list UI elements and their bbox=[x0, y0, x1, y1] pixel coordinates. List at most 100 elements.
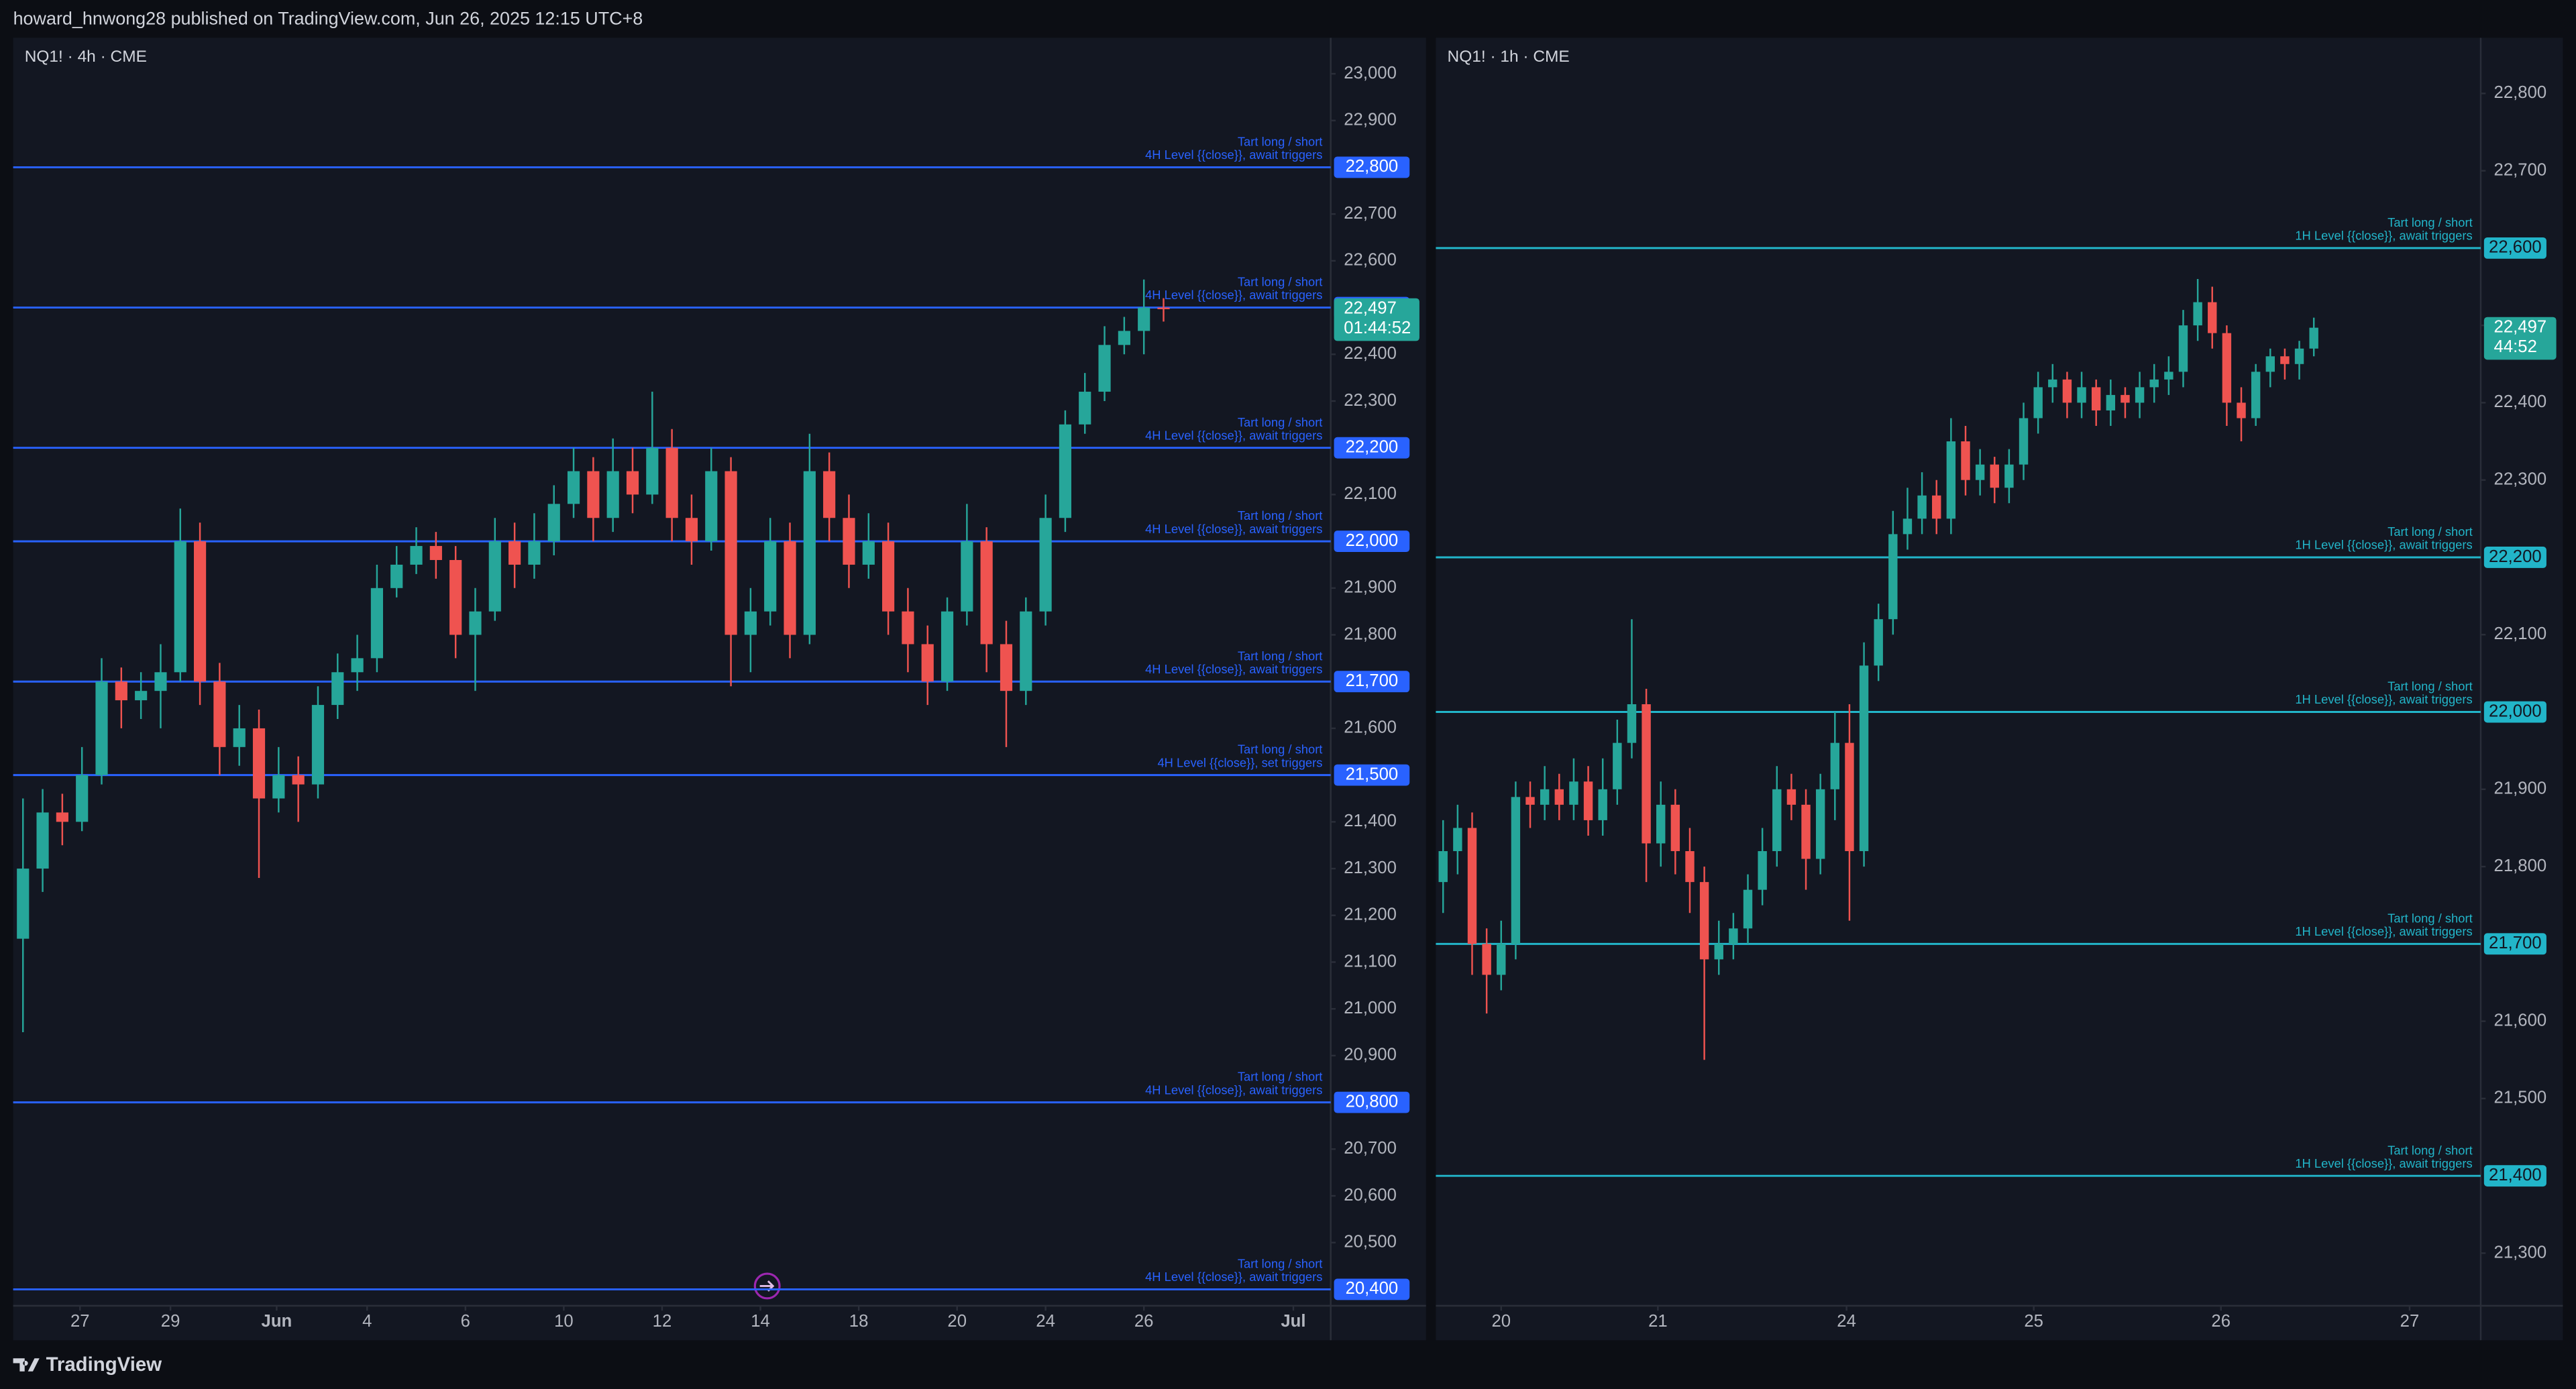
level-badge-label: 22,000 bbox=[1346, 531, 1399, 550]
level-note: 4H Level {{close}}, set triggers bbox=[1157, 755, 1322, 769]
y-tick-label: 21,500 bbox=[2494, 1089, 2547, 1107]
candle-body bbox=[547, 504, 560, 542]
candle-body bbox=[1859, 665, 1869, 852]
candle-body bbox=[1743, 889, 1753, 929]
level-badge-label: 21,700 bbox=[2489, 934, 2542, 952]
candle-body bbox=[1961, 441, 1970, 480]
x-tick-label: 27 bbox=[70, 1312, 90, 1331]
candle-body bbox=[1670, 804, 1680, 852]
candle-body bbox=[488, 541, 501, 612]
candle-body bbox=[2077, 387, 2086, 403]
candle-body bbox=[17, 869, 30, 939]
candle-body bbox=[2178, 325, 2188, 372]
candle-body bbox=[36, 812, 49, 869]
level-note: 4H Level {{close}}, await triggers bbox=[1145, 148, 1322, 162]
candle-body bbox=[1786, 789, 1796, 805]
y-tick-label: 22,300 bbox=[2494, 469, 2547, 488]
y-tick-label: 22,400 bbox=[2494, 392, 2547, 411]
candle-body bbox=[803, 471, 816, 635]
x-tick-label: Jul bbox=[1281, 1312, 1305, 1331]
candle-body bbox=[1511, 797, 1521, 944]
y-tick-label: 21,800 bbox=[2494, 856, 2547, 875]
level-badge bbox=[2483, 547, 2546, 568]
candle-body bbox=[1157, 307, 1170, 309]
level-note: Tart long / short bbox=[1238, 1070, 1323, 1084]
candle-body bbox=[961, 541, 973, 612]
candle-body bbox=[843, 518, 855, 565]
candle-body bbox=[2019, 418, 2029, 465]
candle-body bbox=[1815, 789, 1825, 859]
level-badge-label: 21,700 bbox=[1346, 671, 1399, 690]
last-price-badge bbox=[2483, 317, 2557, 360]
candle-body bbox=[2237, 402, 2246, 419]
level-badge-label: 22,600 bbox=[2489, 238, 2542, 257]
x-tick-label: 6 bbox=[461, 1312, 470, 1331]
candle-body bbox=[390, 564, 403, 588]
candle-body bbox=[1845, 742, 1854, 852]
level-badge-label: 20,800 bbox=[1346, 1092, 1399, 1111]
candle-body bbox=[823, 471, 836, 518]
candle-body bbox=[1932, 495, 1941, 519]
candle-body bbox=[1874, 619, 1883, 666]
level-badge bbox=[1334, 531, 1410, 553]
candle-body bbox=[272, 775, 285, 799]
y-tick-label: 22,700 bbox=[2494, 160, 2547, 179]
candle-body bbox=[2091, 387, 2101, 410]
level-note: 4H Level {{close}}, await triggers bbox=[1145, 1270, 1322, 1284]
candle-body bbox=[1554, 789, 1564, 805]
candle-body bbox=[233, 728, 246, 747]
candle-body bbox=[2149, 379, 2159, 388]
y-tick-label: 21,400 bbox=[1344, 812, 1397, 830]
y-tick-label: 21,300 bbox=[1344, 858, 1397, 877]
x-tick-label: 29 bbox=[161, 1312, 180, 1331]
y-tick-label: 20,600 bbox=[1344, 1186, 1397, 1205]
level-badge-label: 21,400 bbox=[2489, 1166, 2542, 1184]
candle-body bbox=[1598, 789, 1607, 820]
candle-body bbox=[1888, 534, 1898, 620]
y-tick-label: 20,500 bbox=[1344, 1233, 1397, 1252]
countdown: 01:44:52 bbox=[1344, 319, 1411, 337]
candle-body bbox=[193, 541, 207, 682]
candle-body bbox=[724, 471, 737, 635]
candle-body bbox=[685, 518, 698, 542]
x-tick-label: 4 bbox=[362, 1312, 372, 1331]
level-badge bbox=[1334, 437, 1410, 459]
candle-body bbox=[1020, 611, 1032, 691]
level-badge bbox=[2483, 701, 2546, 723]
candle-body bbox=[115, 681, 127, 701]
candle-body bbox=[744, 611, 757, 635]
candle-body bbox=[1039, 518, 1052, 612]
candle-body bbox=[1729, 928, 1738, 944]
y-tick-label: 22,100 bbox=[1344, 484, 1397, 503]
level-badge-label: 22,200 bbox=[2489, 547, 2542, 566]
candle-body bbox=[2222, 333, 2232, 403]
x-tick-label: 21 bbox=[1648, 1312, 1668, 1331]
candle-body bbox=[665, 447, 678, 518]
candle-body bbox=[1758, 851, 1767, 890]
candle-body bbox=[1990, 464, 1999, 488]
x-tick-label: 10 bbox=[554, 1312, 574, 1331]
last-price-label: 22,497 bbox=[1344, 298, 1397, 317]
y-tick-label: 22,100 bbox=[2494, 624, 2547, 643]
x-tick-label: 25 bbox=[2024, 1312, 2043, 1331]
candle-body bbox=[2280, 356, 2290, 364]
level-note: Tart long / short bbox=[1238, 1257, 1323, 1271]
candle-body bbox=[76, 775, 89, 822]
y-tick-label: 22,700 bbox=[1344, 204, 1397, 223]
candle-body bbox=[252, 728, 266, 799]
level-note: Tart long / short bbox=[1238, 415, 1323, 429]
candle-body bbox=[921, 644, 934, 682]
level-badge-label: 22,800 bbox=[1346, 157, 1399, 176]
candle-body bbox=[1917, 495, 1927, 519]
candle-body bbox=[882, 541, 895, 612]
candle-body bbox=[2048, 379, 2057, 388]
level-note: Tart long / short bbox=[2387, 679, 2473, 693]
x-tick-label: Jun bbox=[262, 1312, 292, 1331]
panel-left bbox=[13, 38, 1426, 1341]
candle-body bbox=[213, 681, 226, 747]
candle-body bbox=[2106, 394, 2116, 410]
y-tick-label: 21,900 bbox=[1344, 578, 1397, 597]
candle-body bbox=[1569, 781, 1578, 805]
candle-body bbox=[941, 611, 954, 682]
